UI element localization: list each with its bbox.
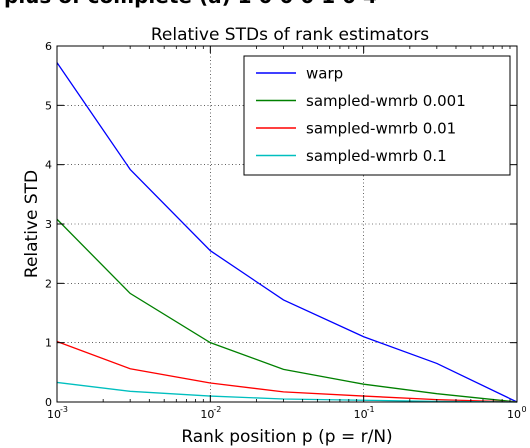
x-tick-label: 10 (200, 408, 214, 421)
x-tick-exponent: -1 (367, 405, 375, 414)
y-tick-label: 5 (45, 99, 52, 112)
chart-title: Relative STDs of rank estimators (151, 25, 429, 45)
x-tick-exponent: -3 (60, 405, 68, 414)
legend-label: sampled-wmrb 0.001 (306, 92, 466, 110)
y-tick-label: 1 (45, 337, 52, 350)
legend-label: sampled-wmrb 0.1 (306, 147, 447, 165)
y-tick-label: 4 (45, 159, 52, 172)
y-tick-label: 2 (45, 277, 52, 290)
axis-ticks (56, 45, 518, 403)
y-tick-labels: 0 1 2 3 4 5 6 (45, 40, 52, 409)
y-tick-label: 6 (45, 40, 52, 53)
legend-label: warp (306, 65, 343, 83)
cutoff-top-text: plus of complete (a) 1 0 0 0 1 0 4 (0, 0, 530, 20)
legend-label: sampled-wmrb 0.01 (306, 120, 456, 138)
y-axis-title: Relative STD (22, 170, 42, 278)
x-tick-exponent: 0 (521, 405, 526, 414)
cutoff-text: plus of complete (a) 1 0 0 0 1 0 4 (4, 0, 377, 8)
y-tick-label: 0 (45, 396, 52, 409)
x-tick-exponent: -2 (213, 405, 221, 414)
x-tick-labels: 10 -3 10 -2 10 -1 10 0 (47, 405, 527, 421)
series-line (56, 218, 518, 403)
x-tick-label: 10 (354, 408, 368, 421)
x-tick-label: 10 (47, 408, 61, 421)
series-line (56, 340, 518, 403)
series-line (56, 62, 518, 403)
x-axis-title: Rank position p (p = r/N) (181, 427, 392, 447)
legend: warp sampled-wmrb 0.001 sampled-wmrb 0.01 s… (243, 55, 511, 176)
y-tick-label: 3 (45, 218, 52, 231)
x-tick-label: 10 (507, 408, 521, 421)
